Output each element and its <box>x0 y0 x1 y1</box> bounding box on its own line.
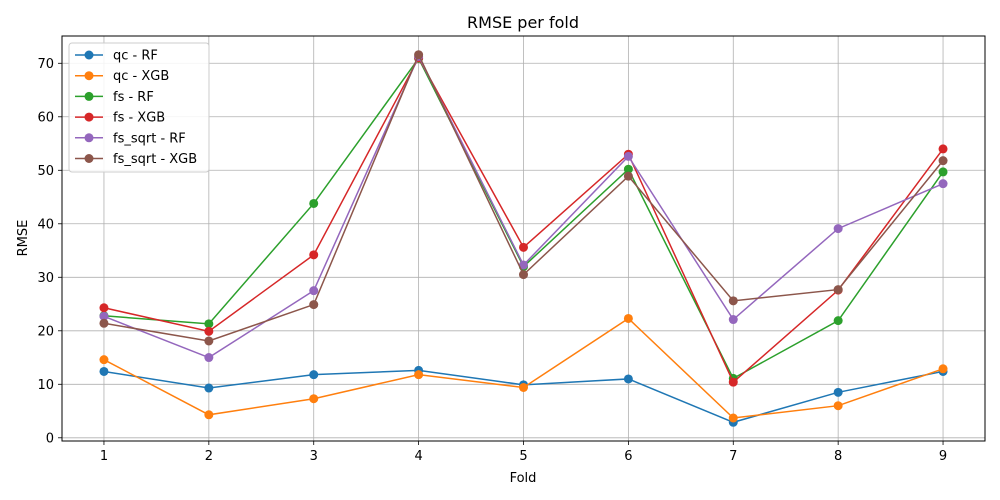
y-tick-label: 10 <box>37 378 54 393</box>
legend-marker <box>84 71 94 81</box>
y-tick-label: 30 <box>37 271 54 286</box>
data-point <box>204 353 214 363</box>
y-tick-label: 20 <box>37 324 54 339</box>
legend: qc - RF qc - XGB fs - RF fs - XGB fs_sqrt - … <box>68 42 210 173</box>
data-point <box>519 242 528 252</box>
legend-label: fs_sqrt - RF <box>113 131 186 146</box>
legend-item: fs_sqrt - XGB <box>75 152 197 167</box>
legend-box <box>68 42 210 173</box>
data-point <box>99 318 109 328</box>
y-axis-label: RMSE <box>16 220 31 257</box>
data-point <box>833 387 843 397</box>
legend-marker <box>84 154 94 163</box>
y-tick-label: 40 <box>37 217 54 232</box>
data-point <box>309 370 319 380</box>
data-point <box>728 413 738 423</box>
data-point <box>519 382 528 392</box>
x-tick-label: 7 <box>729 449 737 464</box>
y-tick-label: 50 <box>37 164 54 179</box>
data-point <box>204 336 214 346</box>
series-fs-sqrt-rf <box>99 51 948 363</box>
legend-label: fs - RF <box>113 90 154 105</box>
legend-marker <box>84 50 94 60</box>
x-tick-label: 6 <box>624 449 632 464</box>
series-layer <box>99 50 948 427</box>
chart-title: RMSE per fold <box>467 13 579 32</box>
data-point <box>204 383 214 393</box>
data-point <box>519 270 528 280</box>
data-point <box>728 377 738 387</box>
data-point <box>938 364 948 374</box>
x-tick-label: 4 <box>414 449 422 464</box>
data-point <box>938 144 948 154</box>
data-point <box>938 179 948 189</box>
data-point <box>309 250 319 260</box>
data-point <box>728 315 738 325</box>
data-point <box>623 164 633 174</box>
x-tick-label: 3 <box>310 449 318 464</box>
legend-label: fs_sqrt - XGB <box>113 152 197 167</box>
data-point <box>833 224 843 234</box>
legend-marker <box>84 112 94 122</box>
data-point <box>99 355 109 365</box>
data-point <box>204 410 214 420</box>
x-tick-label: 9 <box>939 449 947 464</box>
data-point <box>414 50 424 60</box>
x-tick-label: 1 <box>100 449 108 464</box>
data-point <box>623 374 633 384</box>
data-point <box>309 394 319 404</box>
axes: 1 2 3 4 5 6 7 8 9 0 10 20 30 40 50 60 70 <box>37 57 947 464</box>
y-tick-label: 60 <box>37 110 54 125</box>
data-point <box>204 326 214 336</box>
data-point <box>833 285 843 295</box>
y-tick-label: 70 <box>37 57 54 72</box>
data-point <box>623 151 633 161</box>
x-tick-label: 5 <box>519 449 527 464</box>
data-point <box>99 311 109 321</box>
legend-item: fs - XGB <box>75 111 165 126</box>
data-point <box>309 198 319 208</box>
legend-item: fs - RF <box>75 90 154 105</box>
data-point <box>519 260 528 270</box>
series-fs-sqrt-xgb <box>99 50 948 346</box>
data-point <box>833 401 843 411</box>
legend-label: qc - RF <box>113 49 158 64</box>
legend-item: fs_sqrt - RF <box>75 131 186 146</box>
data-point <box>204 319 214 329</box>
legend-item: qc - RF <box>75 49 158 64</box>
data-point <box>938 167 948 177</box>
data-point <box>728 296 738 306</box>
y-tick-label: 0 <box>46 431 54 446</box>
data-point <box>99 366 109 376</box>
series-qc-xgb <box>99 313 948 423</box>
legend-label: qc - XGB <box>113 69 169 84</box>
data-point <box>99 303 109 313</box>
data-point <box>938 156 948 166</box>
x-tick-label: 2 <box>205 449 213 464</box>
data-point <box>309 286 319 296</box>
data-point <box>833 316 843 326</box>
x-axis-label: Fold <box>510 471 537 486</box>
legend-item: qc - XGB <box>75 69 169 84</box>
data-point <box>623 313 633 323</box>
legend-marker <box>84 91 94 101</box>
data-point <box>623 171 633 181</box>
legend-label: fs - XGB <box>113 111 165 126</box>
data-point <box>309 300 319 310</box>
data-point <box>414 370 424 380</box>
legend-marker <box>84 133 94 143</box>
x-tick-label: 8 <box>834 449 842 464</box>
